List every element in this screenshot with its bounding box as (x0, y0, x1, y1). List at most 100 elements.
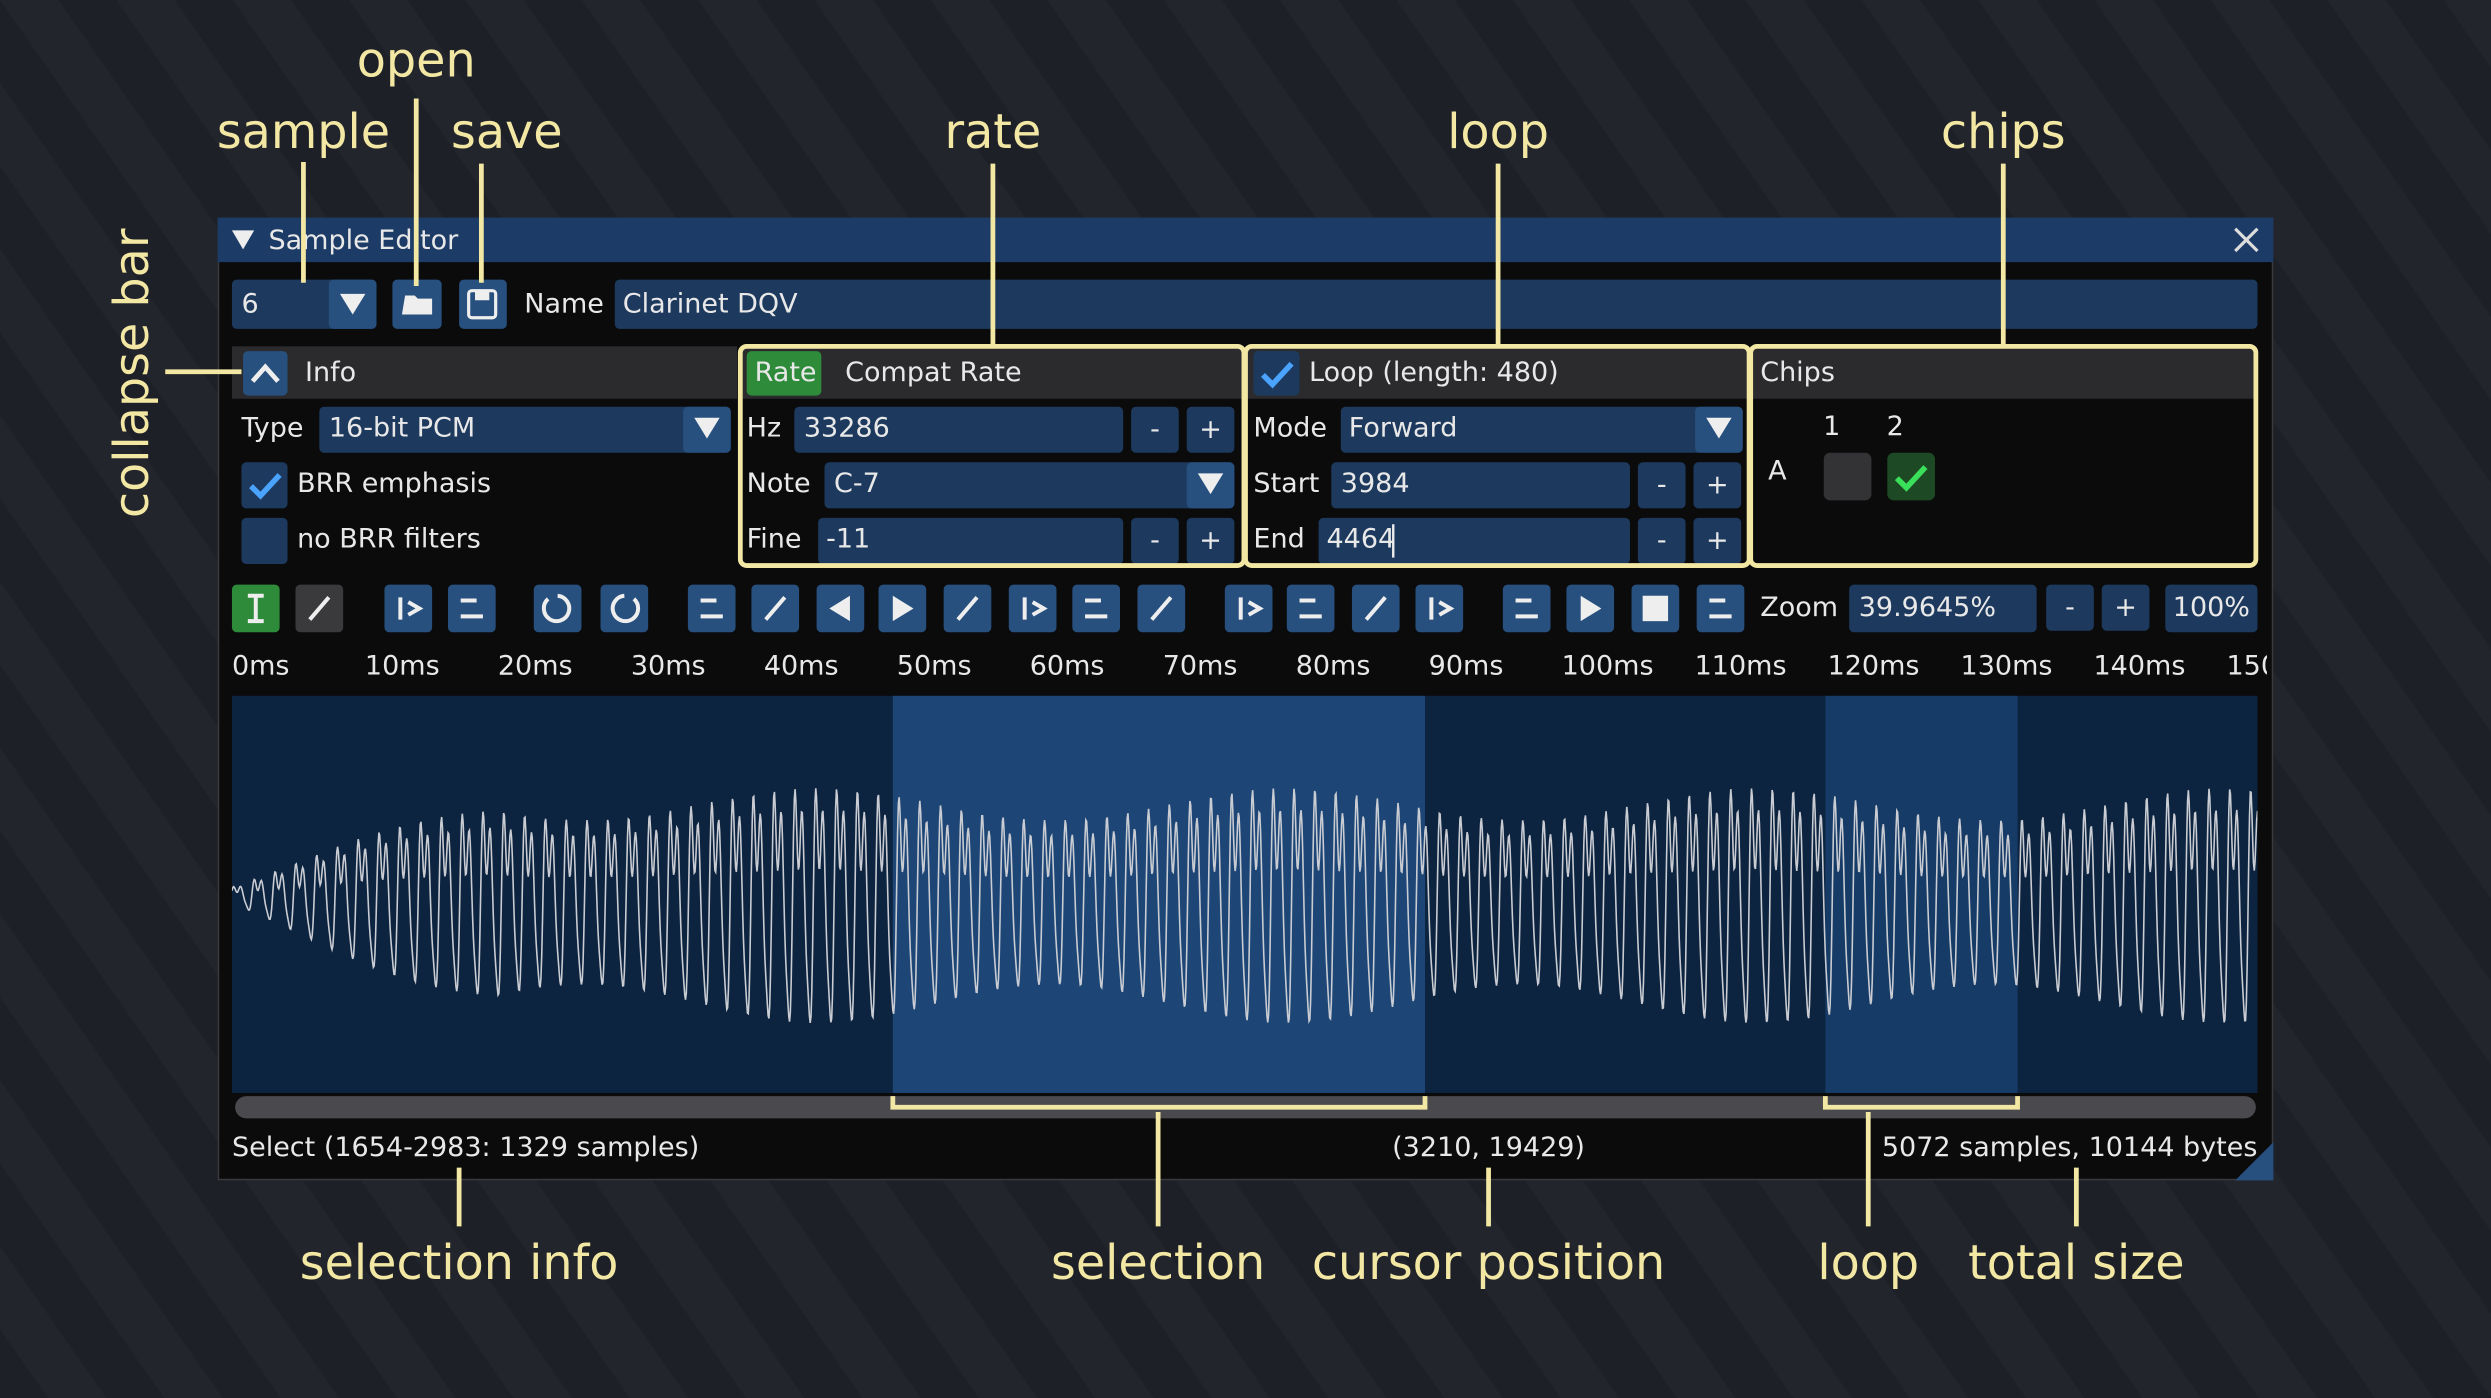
plus-label: + (1706, 525, 1729, 556)
cursor-status: (3210, 19429) (1392, 1132, 1585, 1163)
timeline-label: 70ms (1163, 651, 1238, 682)
minus-button[interactable] (1637, 462, 1686, 509)
toolbar-button[interactable] (1286, 584, 1335, 633)
annotation: chips (1941, 105, 2066, 160)
collapse-triangle[interactable] (231, 230, 255, 250)
hz-input[interactable] (794, 406, 1124, 453)
timeline-label: 130ms (1961, 651, 2053, 682)
timeline-label: 60ms (1030, 651, 1105, 682)
plus-button[interactable] (1693, 462, 1742, 509)
toolbar-button[interactable] (1502, 584, 1551, 633)
panel-header (1750, 346, 2256, 399)
sample-index: 6 (241, 289, 258, 320)
timeline-label: 150ms (2226, 651, 2318, 682)
name-input[interactable] (614, 279, 2258, 329)
annotation: sample (217, 105, 390, 160)
name-value: Clarinet DQV (623, 289, 798, 320)
timeline-label: 10ms (365, 651, 440, 682)
icon (1022, 597, 1048, 620)
fine-input[interactable] (818, 517, 1124, 564)
minus-label: - (1657, 525, 1667, 556)
panel-header (740, 346, 1244, 399)
minus-button[interactable] (1131, 517, 1179, 564)
check-icon (1894, 465, 1928, 492)
chip-column: 1 (1823, 411, 1840, 442)
hz-value: 33286 (804, 412, 890, 443)
zoom-label: Zoom (1760, 592, 1838, 623)
plus-label: + (1199, 525, 1222, 556)
plus-button[interactable] (1186, 406, 1235, 453)
zoom-fit-button[interactable] (2165, 584, 2258, 633)
window-title: Sample Editor (268, 225, 459, 256)
mode-combo[interactable] (1340, 406, 1743, 453)
loop-header: Loop (length: 480) (1309, 357, 1559, 388)
close-button[interactable] (2234, 227, 2259, 253)
minus-button[interactable] (1637, 517, 1686, 564)
timeline-label: 90ms (1429, 651, 1504, 682)
rate-button-label: Rate (755, 357, 817, 388)
dropdown-arrow (339, 293, 366, 315)
checkbox[interactable] (241, 517, 288, 564)
icon (1150, 596, 1173, 621)
timeline-label: 0ms (232, 651, 290, 682)
dropdown-arrow (1706, 417, 1732, 439)
icon (1238, 597, 1264, 620)
toolbar-button[interactable] (687, 584, 736, 633)
toolbar-button[interactable] (1008, 584, 1057, 633)
chip-checkbox[interactable] (1823, 452, 1872, 501)
collapse-button[interactable] (243, 351, 288, 396)
toolbar-button[interactable] (1224, 584, 1273, 633)
end-input[interactable] (1318, 517, 1630, 564)
rate-button[interactable] (746, 351, 822, 396)
plus-label: + (1199, 414, 1222, 445)
loop-region (1825, 695, 2018, 1093)
save-button[interactable] (459, 279, 507, 329)
plus-button[interactable] (1186, 517, 1235, 564)
toolbar-button[interactable] (448, 584, 496, 633)
annotation: selection (1051, 1236, 1265, 1291)
mode-value: Forward (1349, 412, 1458, 443)
plus-label: + (2114, 592, 2137, 623)
minus-label: - (1150, 525, 1160, 556)
type-combo[interactable] (319, 406, 731, 453)
icon (1709, 598, 1732, 619)
icon (1580, 595, 1602, 622)
icon (308, 596, 331, 621)
select-icon (247, 593, 264, 624)
collapse-icon (250, 363, 280, 383)
loop-checkbox[interactable] (1253, 351, 1300, 396)
icon (892, 595, 914, 622)
toolbar-button[interactable] (600, 584, 649, 633)
icon (956, 596, 979, 621)
annotation: save (451, 105, 563, 160)
end-label: End (1253, 524, 1304, 555)
zoom-input[interactable] (1849, 584, 2037, 633)
waveform (231, 788, 2258, 1025)
toolbar-button[interactable] (533, 584, 582, 633)
toolbar-button[interactable] (384, 584, 433, 633)
plus-button[interactable] (2101, 584, 2150, 631)
checkbox[interactable] (241, 462, 288, 509)
icon (460, 598, 483, 619)
timeline-label: 100ms (1562, 651, 1654, 682)
start-input[interactable] (1331, 462, 1630, 509)
toolbar-button[interactable] (1696, 584, 1745, 633)
save-icon-label (475, 290, 490, 301)
chips-header: Chips (1760, 357, 1835, 388)
minus-button[interactable] (1131, 406, 1179, 453)
plus-button[interactable] (1693, 517, 1742, 564)
toolbar-button[interactable] (1415, 584, 1464, 633)
minus-button[interactable] (2046, 584, 2094, 631)
timeline-label: 120ms (1828, 651, 1920, 682)
annotation: loop (1817, 1236, 1919, 1291)
open-icon (401, 295, 433, 315)
selection-bracket (890, 1096, 1428, 1110)
icon (398, 597, 424, 620)
size-status: 5072 samples, 10144 bytes (1882, 1132, 2258, 1163)
note-combo[interactable] (824, 462, 1235, 509)
chip-checkbox[interactable] (1887, 452, 1935, 501)
check-icon (249, 473, 282, 500)
annotation: open (357, 34, 476, 89)
toolbar-button[interactable] (1072, 584, 1120, 633)
